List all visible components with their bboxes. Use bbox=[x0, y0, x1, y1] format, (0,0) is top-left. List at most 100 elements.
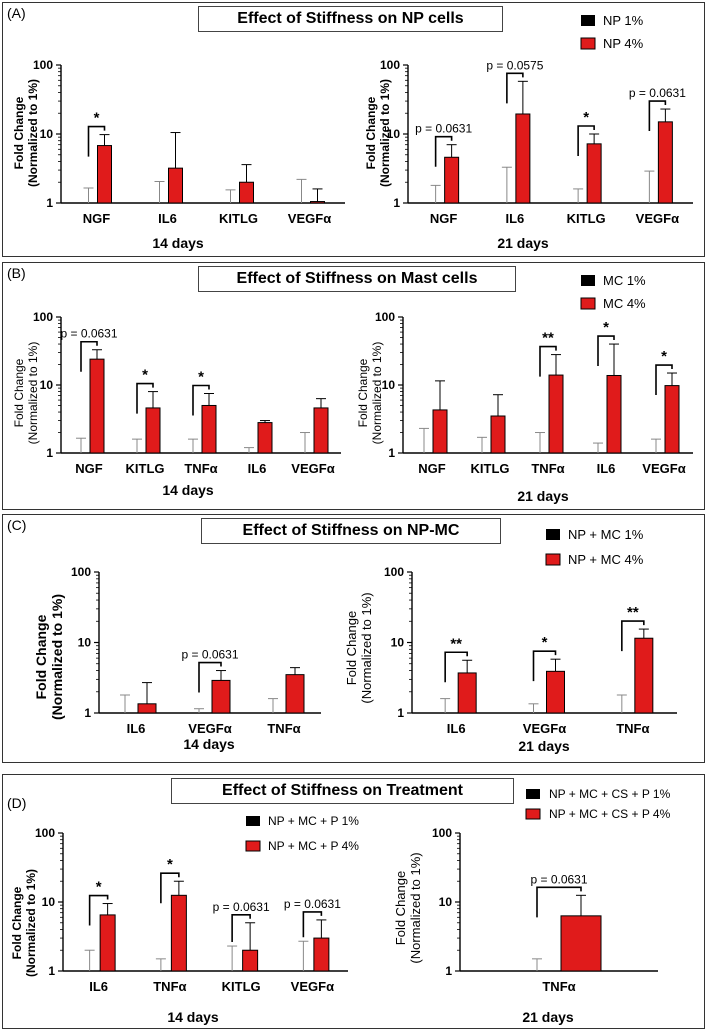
y-tick-label: 100 bbox=[35, 826, 55, 840]
bar-high bbox=[634, 637, 654, 714]
ylabel-line2: (Normalized to 1%) bbox=[49, 594, 65, 720]
category-label: TNFα bbox=[153, 979, 186, 994]
bar-high bbox=[657, 121, 673, 204]
significance-label: p = 0.0631 bbox=[530, 872, 587, 886]
bar-high bbox=[310, 201, 325, 204]
bar-high bbox=[664, 385, 680, 454]
category-label: KITLG bbox=[567, 211, 606, 226]
chart-b-14-days: 1 10 100 NGF KITLG TNFα IL6 VEGFα p = 0.0631 * * bbox=[33, 310, 341, 476]
panel-c-canvas: NP + MC 1% NP + MC 4% Fold Change (Norma… bbox=[33, 527, 677, 754]
y-axis-label-left: Fold Change (Normalized to 1%) bbox=[12, 342, 40, 445]
category-label: VEGFα bbox=[642, 461, 685, 476]
y-tick-label: 100 bbox=[33, 310, 53, 324]
significance-label: * bbox=[167, 856, 173, 873]
y-tick-label: 10 bbox=[391, 636, 405, 650]
y-tick-label: 1 bbox=[84, 706, 91, 720]
significance-bracket bbox=[88, 894, 109, 926]
bar-high bbox=[313, 937, 330, 972]
legend-swatch-low bbox=[526, 789, 540, 799]
bar-high bbox=[89, 358, 105, 454]
y-tick-label: 10 bbox=[42, 895, 56, 909]
legend-label-low: NP 1% bbox=[603, 13, 644, 28]
ylabel-line2: (Normalized to 1%) bbox=[378, 79, 392, 187]
category-label: KITLG bbox=[471, 461, 510, 476]
chart-d-14-days: 1 10 100 IL6 TNFα KITLG VEGFα * * p = 0.0631 p = 0… bbox=[35, 826, 348, 994]
y-tick-label: 1 bbox=[46, 196, 53, 210]
bar-high bbox=[490, 415, 506, 454]
bar-high bbox=[137, 703, 157, 714]
y-tick-label: 10 bbox=[40, 378, 54, 392]
legend: NP + MC 1% NP + MC 4% bbox=[545, 527, 644, 567]
legend-label-high: NP + MC + P 4% bbox=[268, 839, 359, 853]
legend-label-high: NP + MC 4% bbox=[568, 552, 644, 567]
panel-d: (D) Effect of Stiffness on Treatment NP … bbox=[2, 774, 705, 1029]
y-tick-label: 100 bbox=[71, 565, 91, 579]
ylabel-line1: Fold Change bbox=[12, 96, 26, 169]
panel-label: (D) bbox=[7, 795, 27, 811]
legend-label-low: MC 1% bbox=[603, 273, 646, 288]
bar-high bbox=[201, 404, 217, 454]
significance-label: p = 0.0631 bbox=[629, 86, 686, 100]
significance-bracket bbox=[506, 72, 524, 104]
legend-swatch-low bbox=[246, 816, 260, 826]
bar-high bbox=[242, 949, 259, 972]
category-label: TNFα bbox=[542, 979, 575, 994]
bar-high bbox=[99, 914, 116, 972]
chart-a-21-days: 1 10 100 NGF IL6 KITLG VEGFα p = 0.0631 p = 0.05… bbox=[380, 58, 693, 226]
y-tick-label: 100 bbox=[432, 826, 452, 840]
y-axis-label-left: Fold Change (Normalized to 1%) bbox=[10, 869, 38, 977]
category-label: VEGFα bbox=[636, 211, 679, 226]
legend-swatch-high bbox=[525, 808, 541, 820]
bar-high bbox=[170, 894, 187, 972]
y-tick-label: 1 bbox=[445, 964, 452, 978]
y-axis-label-left: Fold Change (Normalized to 1%) bbox=[33, 594, 65, 720]
significance-bracket bbox=[577, 125, 595, 156]
y-tick-label: 10 bbox=[439, 895, 453, 909]
time-label-21: 21 days bbox=[517, 488, 569, 504]
significance-label: * bbox=[96, 879, 102, 896]
chart-a-14-days: 1 10 100 NGF IL6 KITLG VEGFα * bbox=[33, 58, 345, 226]
bar-high bbox=[285, 674, 305, 714]
time-label-21: 21 days bbox=[497, 235, 549, 251]
y-tick-label: 1 bbox=[388, 446, 395, 460]
panel-label: (A) bbox=[7, 5, 26, 21]
significance-label: * bbox=[661, 348, 667, 365]
ylabel-line1: Fold Change bbox=[10, 886, 24, 959]
ylabel-line1: Fold Change bbox=[33, 614, 49, 699]
legend-left: NP + MC + P 1% NP + MC + P 4% bbox=[245, 814, 359, 853]
panel-a-canvas: NP 1% NP 4% Fold Change (Normalized to 1… bbox=[12, 13, 693, 251]
legend-label-low: NP + MC + CS + P 1% bbox=[549, 787, 671, 801]
panel-label: (C) bbox=[7, 517, 27, 533]
panel-b: (B) Effect of Stiffness on Mast cells MC… bbox=[2, 262, 705, 510]
ylabel-line2: (Normalized to 1%) bbox=[26, 342, 40, 445]
time-label-14: 14 days bbox=[167, 1009, 219, 1025]
y-tick-label: 1 bbox=[48, 964, 55, 978]
time-label-21: 21 days bbox=[518, 738, 570, 754]
y-tick-label: 100 bbox=[384, 565, 404, 579]
category-label: IL6 bbox=[597, 461, 616, 476]
bar-high bbox=[560, 915, 602, 972]
category-label: IL6 bbox=[158, 211, 177, 226]
bar-high bbox=[239, 181, 254, 204]
significance-bracket bbox=[231, 913, 251, 943]
category-label: VEGFα bbox=[188, 721, 231, 736]
category-label: NGF bbox=[418, 461, 446, 476]
category-label: TNFα bbox=[531, 461, 564, 476]
category-label: KITLG bbox=[219, 211, 258, 226]
significance-bracket bbox=[87, 125, 106, 157]
significance-bracket bbox=[539, 345, 557, 377]
legend-right: NP + MC + CS + P 1% NP + MC + CS + P 4% bbox=[525, 787, 671, 821]
panel-d-canvas: NP + MC + P 1% NP + MC + P 4% NP + MC + … bbox=[10, 787, 671, 1025]
y-axis-label-right: Fold Change (Normalized to 1%) bbox=[364, 79, 392, 187]
significance-bracket bbox=[192, 384, 210, 416]
y-tick-label: 1 bbox=[393, 196, 400, 210]
ylabel-line2: (Normalized to 1%) bbox=[26, 79, 40, 187]
chart-c-14-days: 1 10 100 IL6 VEGFα TNFα p = 0.0631 bbox=[71, 565, 321, 736]
bar-high bbox=[168, 167, 183, 204]
ylabel-line2: (Normalized to 1%) bbox=[359, 592, 374, 703]
ylabel-line1: Fold Change bbox=[12, 358, 26, 427]
bar-high bbox=[444, 156, 460, 204]
legend-swatch-high bbox=[580, 297, 596, 310]
category-label: TNFα bbox=[184, 461, 217, 476]
bar-high bbox=[97, 145, 112, 204]
